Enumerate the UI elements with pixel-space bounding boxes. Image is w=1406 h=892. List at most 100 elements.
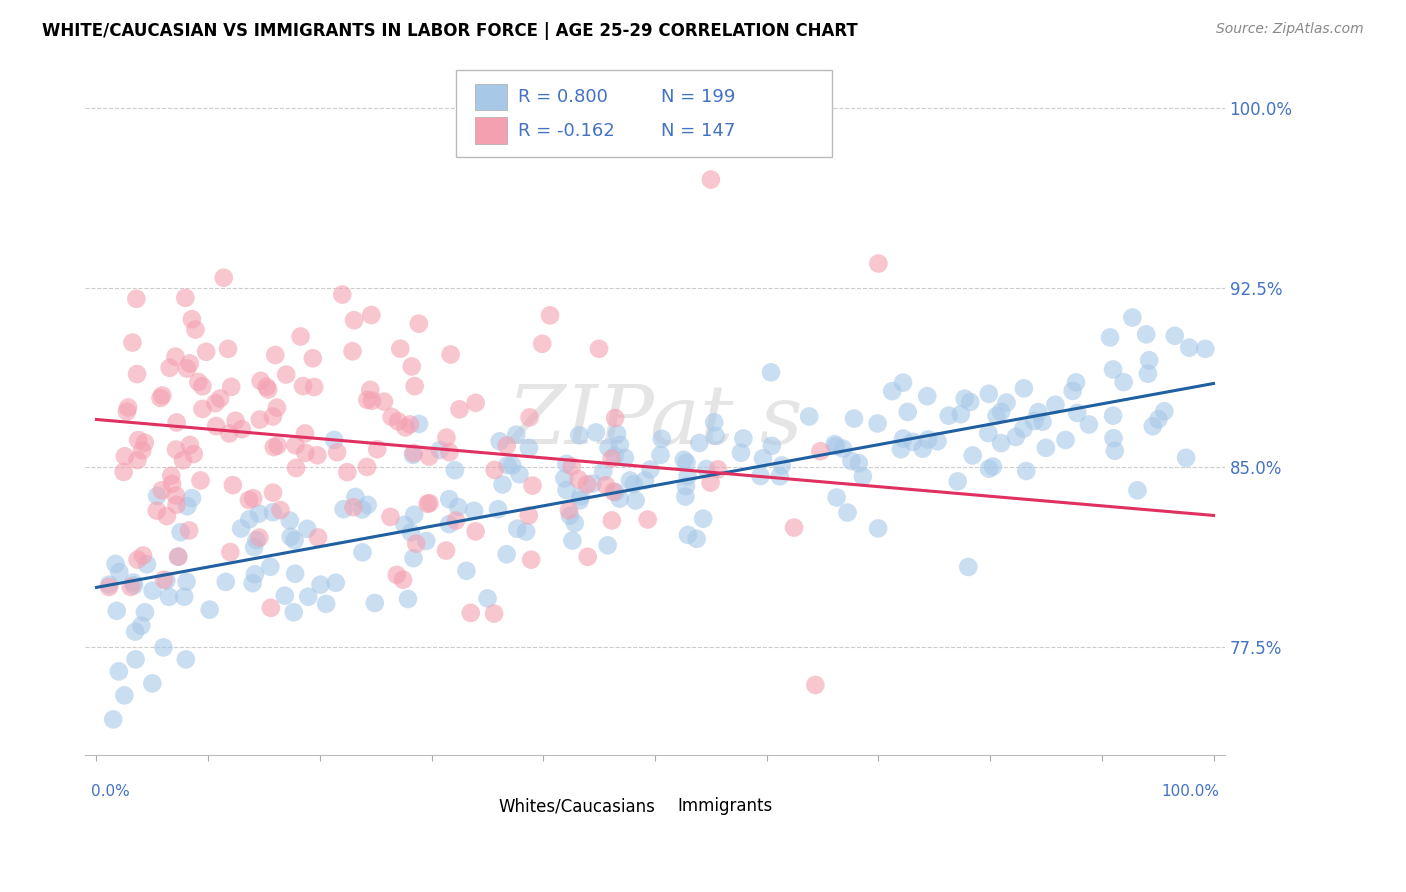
- Point: [1012, 381, 1035, 395]
- Point: [284, 566, 307, 581]
- Point: [501, 458, 523, 473]
- Point: [911, 442, 934, 456]
- Point: [477, 591, 499, 606]
- Point: [243, 540, 266, 554]
- Point: [1005, 430, 1028, 444]
- Point: [294, 426, 316, 441]
- Point: [103, 712, 125, 726]
- Point: [866, 417, 889, 431]
- Point: [217, 342, 239, 356]
- Point: [600, 513, 623, 527]
- Point: [325, 575, 347, 590]
- Point: [114, 450, 136, 464]
- Point: [399, 525, 422, 540]
- Point: [373, 394, 395, 409]
- Point: [284, 533, 307, 548]
- Point: [280, 530, 302, 544]
- Point: [315, 597, 337, 611]
- Point: [284, 438, 307, 452]
- Point: [464, 396, 486, 410]
- Point: [1015, 464, 1038, 478]
- Point: [434, 543, 457, 558]
- Point: [292, 379, 315, 393]
- Point: [352, 502, 374, 516]
- Point: [225, 414, 247, 428]
- Point: [1045, 398, 1067, 412]
- Point: [124, 624, 146, 639]
- Point: [531, 336, 554, 351]
- Point: [302, 380, 325, 394]
- Point: [609, 491, 631, 506]
- Point: [141, 676, 163, 690]
- Point: [588, 342, 610, 356]
- Point: [231, 422, 253, 436]
- Point: [150, 388, 173, 402]
- Point: [959, 395, 981, 409]
- Point: [484, 463, 506, 477]
- Point: [603, 449, 626, 463]
- Point: [651, 432, 673, 446]
- Point: [256, 380, 278, 394]
- Point: [429, 442, 451, 457]
- Point: [439, 445, 461, 459]
- Text: 100.0%: 100.0%: [1161, 784, 1219, 799]
- Point: [332, 502, 354, 516]
- Point: [852, 469, 875, 483]
- Point: [360, 308, 382, 322]
- Point: [283, 605, 305, 619]
- Point: [309, 577, 332, 591]
- Point: [249, 412, 271, 426]
- Point: [990, 405, 1012, 419]
- Point: [179, 356, 201, 370]
- Point: [415, 533, 437, 548]
- Point: [842, 411, 865, 425]
- Point: [209, 392, 232, 406]
- Point: [486, 502, 509, 516]
- Point: [157, 590, 180, 604]
- Point: [962, 449, 984, 463]
- Point: [166, 498, 188, 512]
- Point: [343, 313, 366, 327]
- Point: [1102, 362, 1125, 376]
- Point: [219, 545, 242, 559]
- Point: [1175, 450, 1198, 465]
- Point: [366, 442, 388, 457]
- Point: [165, 350, 187, 364]
- Point: [676, 528, 699, 542]
- Point: [1153, 404, 1175, 418]
- Point: [174, 652, 197, 666]
- Point: [260, 600, 283, 615]
- Point: [404, 379, 426, 393]
- Point: [488, 434, 510, 449]
- Point: [330, 287, 353, 301]
- Point: [675, 456, 697, 470]
- Point: [606, 426, 628, 441]
- Point: [184, 322, 207, 336]
- Point: [609, 438, 631, 452]
- Point: [957, 560, 980, 574]
- Point: [624, 493, 647, 508]
- Point: [759, 365, 782, 379]
- Point: [841, 454, 863, 468]
- Point: [125, 367, 148, 381]
- Text: R = 0.800: R = 0.800: [519, 88, 609, 106]
- Point: [191, 401, 214, 416]
- Point: [990, 436, 1012, 450]
- Point: [837, 506, 859, 520]
- Point: [278, 514, 301, 528]
- Point: [387, 414, 409, 428]
- Point: [561, 533, 583, 548]
- Point: [568, 493, 591, 508]
- Point: [733, 432, 755, 446]
- Point: [673, 490, 696, 504]
- Point: [167, 549, 190, 564]
- Point: [396, 592, 419, 607]
- Point: [222, 478, 245, 492]
- Point: [104, 557, 127, 571]
- Point: [623, 477, 645, 491]
- Text: Source: ZipAtlas.com: Source: ZipAtlas.com: [1216, 22, 1364, 37]
- Point: [294, 446, 316, 460]
- Point: [418, 496, 440, 510]
- Point: [160, 468, 183, 483]
- Point: [229, 522, 252, 536]
